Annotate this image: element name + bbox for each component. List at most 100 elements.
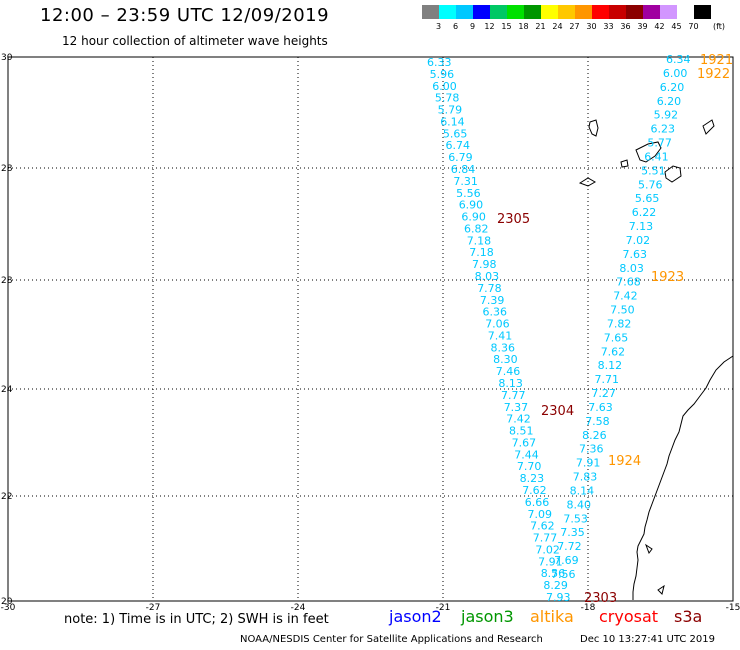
swh-value: 8.56	[541, 567, 566, 580]
swh-value: 5.77	[647, 137, 672, 150]
island-fuerteventura	[702, 119, 715, 135]
swh-value: 5.76	[638, 178, 663, 191]
swh-value: 6.33	[427, 56, 452, 69]
color-scale-swatch	[473, 5, 490, 19]
color-scale-swatch	[592, 5, 609, 19]
swh-value: 8.30	[493, 353, 517, 366]
swh-value: 7.77	[501, 389, 526, 402]
swh-value: 6.90	[461, 211, 486, 224]
swh-value: 8.14	[570, 485, 595, 498]
island-tenerife	[635, 141, 662, 163]
swh-value: 6.20	[660, 81, 685, 94]
color-scale-swatch	[626, 5, 643, 19]
longitude-label: -15	[726, 603, 740, 613]
color-scale-tick: 45	[671, 22, 682, 31]
swh-value: 5.78	[435, 92, 460, 105]
swh-value: 7.83	[573, 471, 598, 484]
swh-value: 8.36	[491, 341, 516, 354]
swh-value: 7.02	[626, 234, 651, 247]
plot-frame	[7, 56, 734, 602]
swh-value: 7.70	[517, 460, 542, 473]
swh-value: 8.12	[598, 359, 623, 372]
latitude-label: 28	[1, 276, 13, 286]
graticule	[8, 57, 733, 601]
swh-value: 7.78	[477, 282, 502, 295]
swh-value: 7.91	[576, 457, 601, 470]
color-scale-tick: 6	[452, 22, 459, 31]
pass-label-1924: 1924	[608, 454, 641, 469]
color-scale-tick: 39	[637, 22, 648, 31]
swh-value: 6.23	[651, 123, 676, 136]
track-right: 6.346.006.206.205.926.235.776.415.515.76…	[551, 53, 691, 581]
pass-label-2303: 2303	[584, 591, 617, 606]
color-scale-tick: 15	[501, 22, 512, 31]
swh-value: 6.90	[459, 199, 484, 212]
longitude-label: -24	[291, 603, 306, 613]
swh-value: 7.67	[512, 436, 536, 449]
latitude-label: 20	[1, 597, 13, 607]
footer-note: note: 1) Time is in UTC; 2) SWH is in fe…	[64, 612, 329, 627]
color-scale-swatch	[422, 5, 439, 19]
swh-value: 7.02	[535, 543, 560, 556]
africa-coastline	[632, 355, 734, 600]
color-scale-tick: 33	[603, 22, 614, 31]
legend-jason3: jason3	[461, 607, 514, 626]
swh-value: 7.63	[623, 248, 648, 261]
swh-value: 7.56	[551, 568, 576, 581]
generated-timestamp: Dec 10 13:27:41 UTC 2019	[580, 634, 715, 645]
swh-value: 7.37	[504, 401, 529, 414]
color-scale-swatch	[541, 5, 558, 19]
swh-value: 7.72	[557, 540, 582, 553]
swh-value: 7.06	[485, 318, 510, 331]
swh-value: 6.20	[657, 95, 682, 108]
swh-value: 7.41	[488, 329, 513, 342]
swh-value: 6.66	[525, 496, 550, 509]
swh-value: 8.40	[567, 498, 592, 511]
color-scale-swatch	[524, 5, 541, 19]
swh-value: 6.82	[464, 222, 489, 235]
color-scale-swatch	[575, 5, 592, 19]
color-scale-tick: 27	[569, 22, 580, 31]
color-scale-tick: 9	[469, 22, 476, 31]
latitude-labels: 30 28 28 24 22 20	[1, 53, 13, 607]
swh-value: 7.46	[496, 365, 521, 378]
island-gran-canaria	[664, 165, 682, 183]
swh-value: 7.36	[579, 443, 604, 456]
swh-value: 5.96	[430, 68, 455, 81]
color-scale-swatch	[677, 5, 694, 19]
color-scale-swatch	[660, 5, 677, 19]
legend-altika: altika	[530, 607, 574, 626]
swh-value: 5.65	[443, 127, 468, 140]
color-scale-ticks: 3 6 9 12 15 18 21 24 27 30 33 36 39 42 45 70	[430, 22, 702, 31]
longitude-label: -27	[146, 603, 161, 613]
swh-value: 7.62	[530, 520, 555, 533]
swh-value: 5.92	[654, 109, 679, 122]
swh-value: 6.34	[666, 53, 691, 66]
longitude-label: -18	[581, 603, 596, 613]
swh-value: 8.23	[520, 472, 545, 485]
swh-value: 7.27	[591, 387, 616, 400]
latitude-label: 24	[1, 385, 13, 395]
latitude-label: 22	[1, 492, 12, 502]
swh-value: 7.98	[472, 258, 497, 271]
swh-value: 6.22	[632, 206, 657, 219]
color-scale-swatch	[456, 5, 473, 19]
color-scale-tick: 12	[484, 22, 495, 31]
legend-cryosat: cryosat	[599, 607, 659, 626]
swh-value: 7.58	[585, 415, 610, 428]
swh-value: 5.65	[635, 192, 660, 205]
swh-value: 7.13	[629, 220, 654, 233]
swh-value: 7.69	[554, 554, 579, 567]
color-scale-swatch	[643, 5, 660, 19]
swh-value: 7.50	[610, 304, 635, 317]
color-scale-tick: 18	[518, 22, 529, 31]
pass-label-2305: 2305	[497, 212, 530, 227]
color-scale-swatch	[694, 5, 711, 19]
coastal-islet	[657, 584, 665, 595]
pass-label-2304: 2304	[541, 404, 574, 419]
swh-value: 7.68	[616, 276, 641, 289]
swh-value: 6.84	[451, 163, 476, 176]
color-scale-swatch	[490, 5, 507, 19]
swh-value: 8.03	[475, 270, 500, 283]
